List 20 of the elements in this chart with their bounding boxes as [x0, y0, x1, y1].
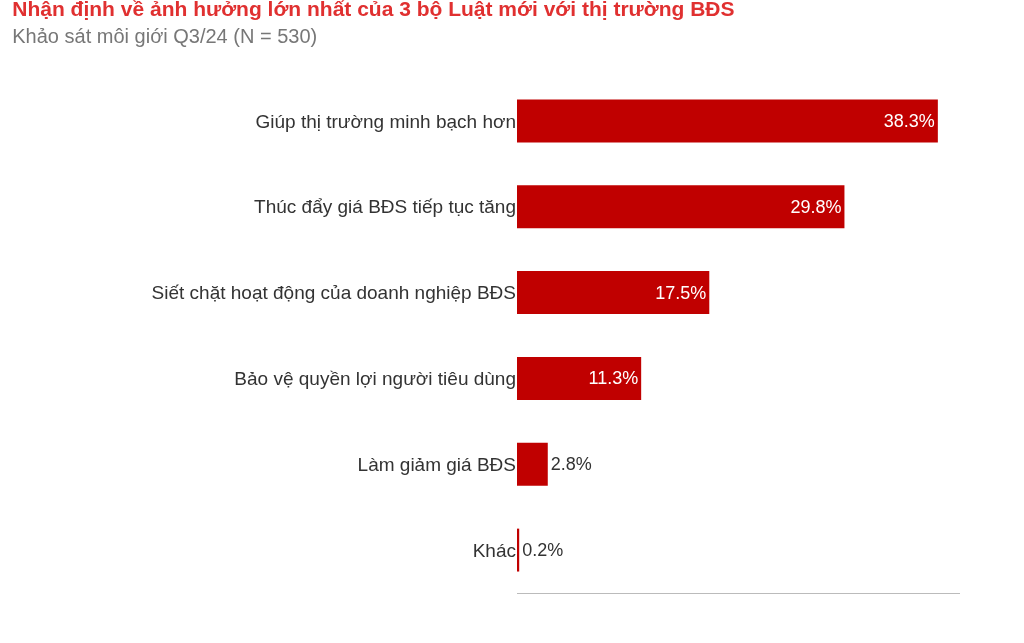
y-tick-label: Thúc đẩy giá BĐS tiếp tục tăng: [254, 196, 516, 218]
data-label: 17.5%: [655, 282, 707, 303]
y-tick-label: Bảo vệ quyền lợi người tiêu dùng: [234, 368, 516, 390]
y-tick-label: Làm giảm giá BĐS: [357, 453, 516, 475]
y-tick-label: Khác: [472, 539, 516, 561]
data-label: 2.8%: [550, 454, 592, 475]
bar: [517, 185, 845, 229]
data-label: 29.8%: [790, 196, 842, 217]
bar: [517, 442, 548, 486]
bar: [517, 99, 938, 143]
data-label: 0.2%: [522, 540, 564, 561]
bar: [517, 356, 642, 400]
y-tick-label: Giúp thị trường minh bạch hơn: [255, 110, 516, 132]
bar: [517, 528, 520, 572]
bar: [517, 271, 710, 315]
data-label: 11.3%: [588, 368, 639, 389]
chart-title: Nhận định về ảnh hưởng lớn nhất của 3 bộ Luật mới với thị trường BĐS: [12, 0, 735, 21]
data-label: 38.3%: [883, 110, 935, 131]
y-tick-label: Siết chặt hoạt động của doanh nghiệp BĐS: [151, 282, 516, 304]
text: Khảo sát môi giới Q3/24 (N = 530): [12, 25, 318, 48]
